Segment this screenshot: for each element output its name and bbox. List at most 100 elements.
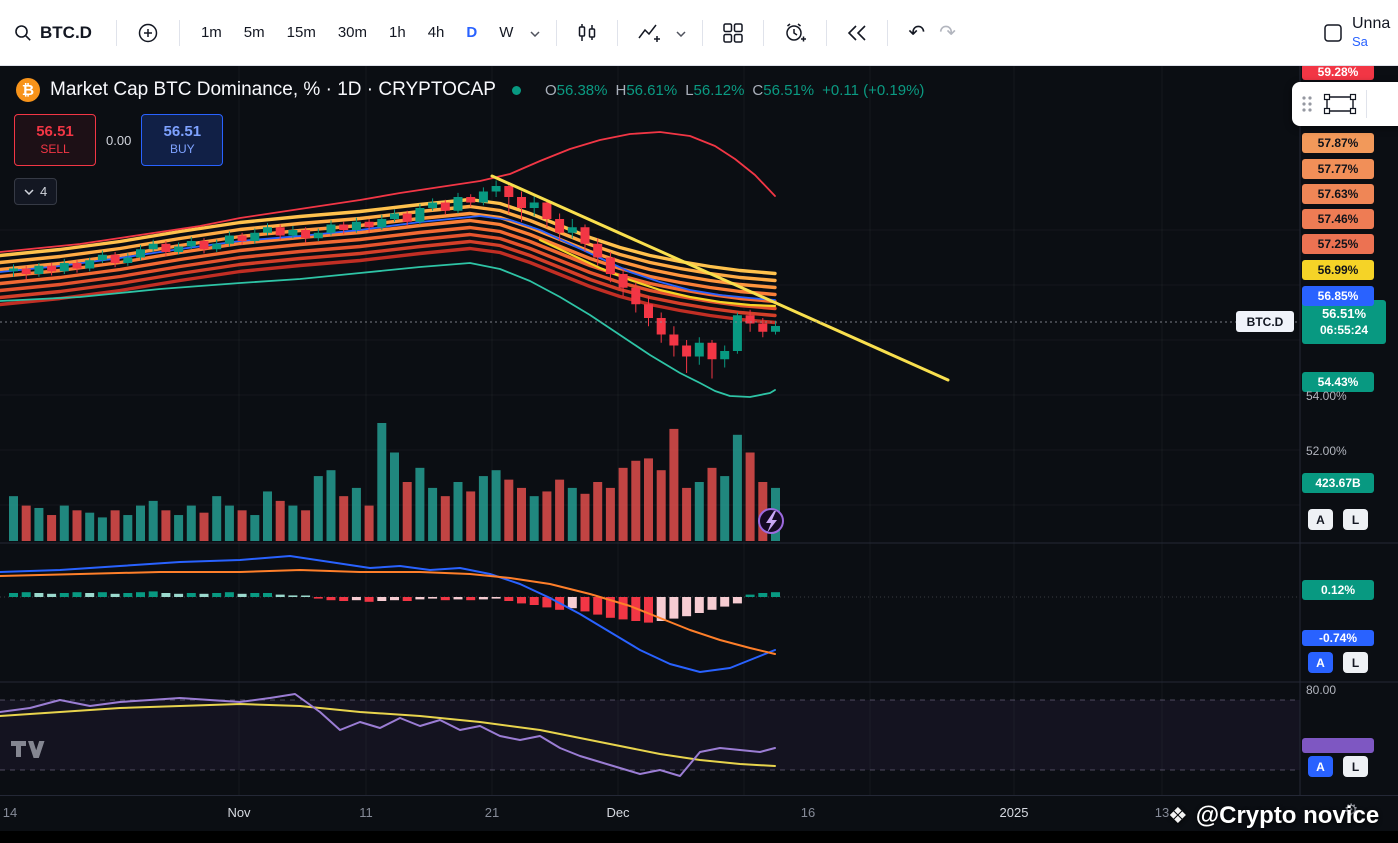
toolbar-divider: [826, 19, 828, 46]
spread-value: 0.00: [106, 132, 132, 148]
market-status-dot[interactable]: [511, 85, 521, 95]
price-axis-label[interactable]: 0.12%: [1302, 580, 1374, 600]
floating-drawing-toolbar: [1292, 82, 1398, 126]
binance-diamond-icon: ❖: [1168, 803, 1188, 828]
sell-price: 56.51: [36, 123, 74, 141]
symbol-name: BTC.D: [40, 22, 92, 42]
toolbar-divider: [178, 19, 180, 46]
top-toolbar: BTC.D 1m 5m 15m 30m 1h 4h D W: [0, 0, 1398, 66]
auto-scale-button[interactable]: A: [1308, 652, 1333, 673]
collapse-indicators-button[interactable]: 4: [14, 178, 58, 205]
redo-button[interactable]: ↷: [935, 20, 960, 45]
price-axis-label[interactable]: 57.25%: [1302, 234, 1374, 254]
chart-style-button[interactable]: [567, 13, 607, 53]
indicators-icon: [637, 22, 661, 44]
timeframe-1h[interactable]: 1h: [389, 23, 406, 41]
search-icon: [14, 24, 32, 42]
toolbar-divider: [702, 19, 704, 46]
replay-rewind-icon: [846, 23, 868, 43]
indicators-menu-chevron-icon[interactable]: [670, 24, 692, 42]
auto-scale-button[interactable]: A: [1308, 509, 1333, 530]
redo-arrow-icon: ↷: [939, 22, 956, 44]
alert-clock-plus-icon: [783, 21, 807, 45]
symbol-axis-badge: BTC.D: [1236, 311, 1294, 332]
high-label: H: [615, 81, 627, 99]
watermark: ❖ @Crypto novice: [1168, 802, 1379, 830]
bitcoin-icon: ₿: [16, 78, 40, 102]
time-axis-label: 13: [1154, 805, 1170, 820]
price-axis-label[interactable]: 56.85%: [1302, 286, 1374, 306]
change-value: +0.11 (+0.19%): [822, 81, 925, 99]
high-value: 56.61%: [626, 81, 678, 99]
timeframe-1m[interactable]: 1m: [200, 23, 222, 41]
axis-settings-gear-icon[interactable]: ⚙: [1344, 802, 1359, 819]
chart-legend: ₿ Market Cap BTC Dominance, % · 1D · CRY…: [16, 78, 924, 102]
ohlc-values: O 56.38% H 56.61% L 56.12% C 56.51% +0.11 (+…: [537, 82, 925, 99]
sell-button[interactable]: 56.51 SELL: [14, 114, 96, 166]
price-axis-label[interactable]: 59.28%: [1302, 64, 1374, 80]
create-alert-button[interactable]: [774, 13, 816, 53]
auto-scale-button[interactable]: A: [1308, 756, 1333, 777]
log-scale-button[interactable]: L: [1343, 652, 1368, 673]
price-axis-label[interactable]: 57.77%: [1302, 159, 1374, 179]
save-layout-button[interactable]: Sa: [1352, 34, 1368, 50]
grid-layout-icon: [722, 22, 744, 44]
time-axis[interactable]: 14 Nov 11 21 Dec 16 2025 13: [0, 795, 1398, 832]
indicators-button[interactable]: [628, 13, 670, 53]
timeframe-4h[interactable]: 4h: [427, 23, 445, 41]
price-axis-label[interactable]: 57.63%: [1302, 184, 1374, 204]
timeframe-30m[interactable]: 30m: [337, 23, 368, 41]
compare-add-symbol-button[interactable]: [127, 13, 169, 53]
timeframe-1w[interactable]: W: [499, 23, 514, 41]
close-label: C: [752, 81, 764, 99]
timeframe-5m[interactable]: 5m: [243, 23, 265, 41]
drag-grip-icon[interactable]: [1300, 94, 1314, 114]
log-scale-button[interactable]: L: [1343, 509, 1368, 530]
time-axis-label: 11: [359, 805, 373, 820]
buy-button[interactable]: 56.51 BUY: [141, 114, 224, 166]
price-axis-label[interactable]: 56.99%: [1302, 260, 1374, 280]
price-axis-label[interactable]: 57.46%: [1302, 209, 1374, 229]
layout-select-icon[interactable]: [1322, 22, 1344, 44]
toolbar-divider: [1366, 90, 1367, 118]
time-axis-label: Dec: [606, 805, 630, 820]
price-axis-label[interactable]: 54.43%: [1302, 372, 1374, 392]
symbol-search-button[interactable]: BTC.D: [0, 13, 106, 53]
timeframe-menu-chevron-icon[interactable]: [524, 24, 546, 42]
toolbar-divider: [556, 19, 558, 46]
chart-title[interactable]: Market Cap BTC Dominance, % · 1D · CRYPT…: [50, 79, 496, 100]
buy-label: BUY: [169, 141, 195, 156]
toolbar-divider: [887, 19, 889, 46]
price-axis-label[interactable]: 57.87%: [1302, 133, 1374, 153]
current-price: 56.51%: [1321, 305, 1367, 321]
undo-arrow-icon: ↶: [908, 22, 926, 44]
tradingview-logo[interactable]: [10, 738, 48, 765]
price-axis-label[interactable]: -0.74%: [1302, 630, 1374, 646]
timeframe-15m[interactable]: 15m: [286, 23, 316, 41]
bar-countdown: 06:55:24: [1319, 322, 1369, 337]
bar-replay-button[interactable]: [837, 13, 877, 53]
close-value: 56.51%: [763, 81, 815, 99]
price-axis[interactable]: 56.51% 06:55:24 BTC.D 59.28% 57.87% 57.77%…: [1236, 0, 1398, 843]
candlestick-style-icon: [576, 22, 598, 44]
plus-circle-icon: [136, 21, 160, 45]
layout-name[interactable]: Unna: [1352, 15, 1391, 33]
layout-grid-button[interactable]: [713, 13, 753, 53]
price-axis-label[interactable]: [1302, 738, 1374, 753]
log-scale-button[interactable]: L: [1343, 756, 1368, 777]
time-axis-label: 16: [800, 805, 816, 820]
chevron-down-icon: [24, 188, 34, 195]
time-axis-label: 14: [2, 805, 18, 820]
price-axis-label[interactable]: 423.67B: [1302, 473, 1374, 493]
timeframe-1d[interactable]: D: [466, 23, 478, 41]
layout-manager: Unna Sa: [1312, 0, 1398, 65]
undo-button[interactable]: ↶: [898, 20, 935, 45]
open-value: 56.38%: [556, 81, 608, 99]
buy-price: 56.51: [163, 123, 202, 141]
open-label: O: [544, 81, 557, 99]
selection-rectangle-tool-icon[interactable]: [1322, 92, 1358, 116]
time-axis-label: Nov: [227, 805, 251, 820]
